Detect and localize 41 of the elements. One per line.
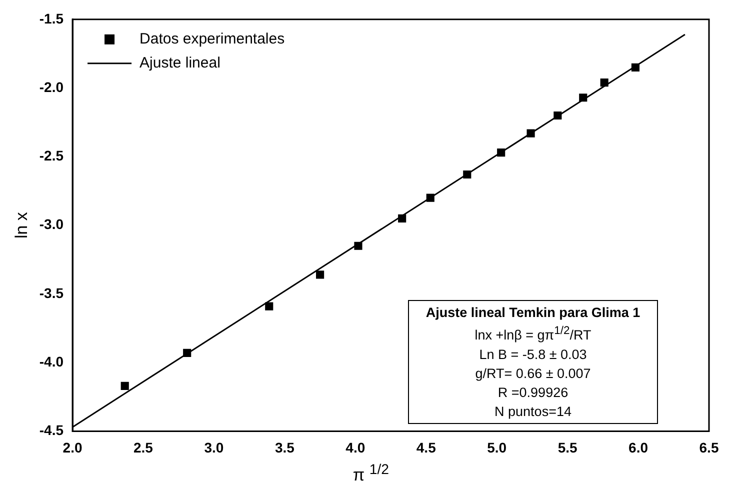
y-tick-label: -2.0 bbox=[39, 78, 64, 95]
legend-label: Ajuste lineal bbox=[140, 54, 220, 72]
point bbox=[265, 302, 274, 310]
point bbox=[426, 194, 434, 202]
legend-label: Datos experimentales bbox=[140, 30, 285, 48]
x-tick-label: 4.0 bbox=[346, 439, 366, 456]
point bbox=[526, 129, 535, 138]
y-axis-title: ln x bbox=[12, 212, 31, 239]
x-tick-label: 3.5 bbox=[274, 439, 295, 456]
point bbox=[398, 214, 406, 222]
point bbox=[354, 242, 362, 250]
point bbox=[600, 78, 608, 87]
x-tick-label: 4.5 bbox=[416, 439, 436, 456]
annotation: lnx +lnβ = gπ$^{1/2}$/RT bbox=[474, 324, 592, 344]
point bbox=[631, 63, 640, 72]
annotation: N puntos=14 bbox=[494, 402, 572, 420]
annotation: Ajuste lineal Temkin para Glima 1 bbox=[424, 304, 642, 322]
y-tick-label: -3.5 bbox=[39, 284, 64, 301]
y-tick-label: -3.0 bbox=[39, 216, 64, 232]
point bbox=[183, 348, 192, 357]
x-tick-label: 2.0 bbox=[62, 439, 82, 456]
x-tick-label: 5.5 bbox=[558, 439, 578, 456]
point bbox=[463, 170, 472, 179]
point bbox=[120, 382, 129, 390]
annotation: Ln B = -5.8 ± 0.03 bbox=[478, 346, 588, 364]
x-tick-label: 6.0 bbox=[628, 439, 648, 456]
point bbox=[316, 270, 324, 279]
y-tick-label: -4.0 bbox=[39, 353, 64, 370]
point bbox=[497, 148, 506, 157]
point bbox=[579, 94, 588, 102]
y-tick-label: -4.5 bbox=[39, 422, 64, 438]
x-tick-label: 2.5 bbox=[134, 439, 154, 456]
y-tick-label: -1.5 bbox=[39, 10, 64, 26]
annotation: g/RT= 0.66 ± 0.007 bbox=[474, 364, 592, 382]
x-tick-label: 6.5 bbox=[699, 439, 719, 456]
x-axis-title: π $^{1/2}$ bbox=[352, 462, 390, 486]
annotation: R =0.99926 bbox=[496, 384, 570, 402]
point bbox=[554, 111, 562, 120]
x-tick-label: 5.0 bbox=[487, 439, 507, 456]
x-tick-label: 3.0 bbox=[204, 439, 224, 456]
y-tick-label: -2.5 bbox=[39, 148, 64, 164]
